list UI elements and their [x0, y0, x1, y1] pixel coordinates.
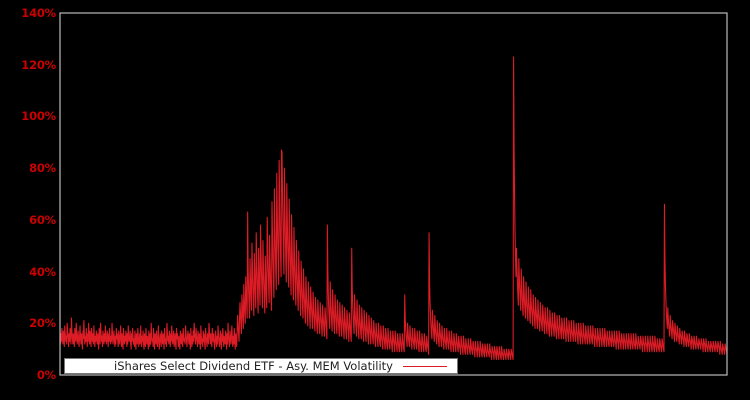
legend-label: iShares Select Dividend ETF - Asy. MEM V…	[114, 359, 393, 373]
plot-area-background	[60, 13, 727, 375]
y-tick-label: 120%	[21, 57, 56, 72]
y-tick-label: 20%	[29, 316, 56, 331]
volatility-series-line	[59, 56, 728, 361]
series-path-group	[59, 56, 728, 361]
chart-legend: iShares Select Dividend ETF - Asy. MEM V…	[64, 358, 458, 374]
legend-line-swatch	[403, 365, 447, 367]
y-tick-label: 40%	[29, 264, 56, 279]
plot-frame	[59, 12, 728, 376]
y-tick-label: 0%	[36, 368, 56, 382]
y-tick-label: 60%	[29, 212, 56, 227]
y-axis-tick-labels: 0% 20% 40% 60% 80% 100% 120% 140%	[0, 0, 56, 400]
y-tick-label: 80%	[29, 161, 56, 176]
y-tick-label: 140%	[21, 6, 56, 20]
y-tick-label: 100%	[21, 109, 56, 124]
